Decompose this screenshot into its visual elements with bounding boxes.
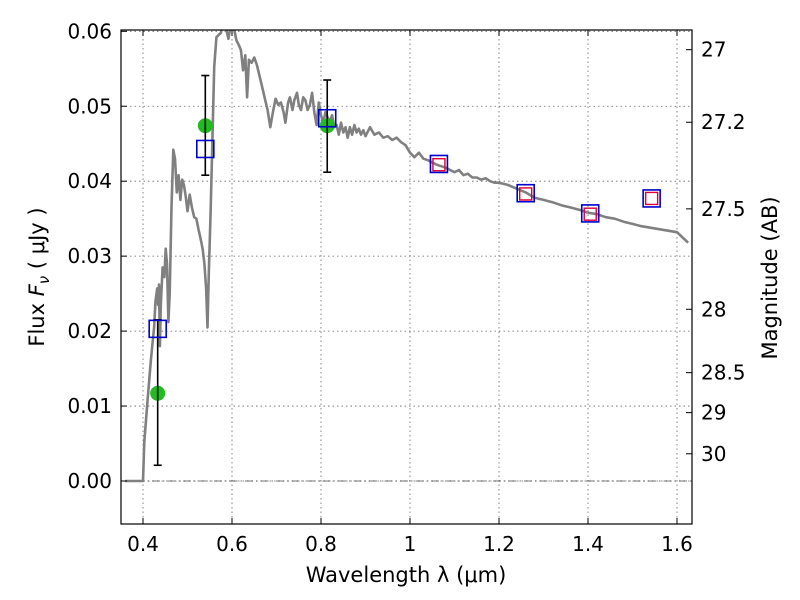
right-tick-label: 27.2 — [701, 110, 746, 134]
x-tick-label: 0.6 — [216, 532, 248, 556]
y-tick-label: 0.04 — [67, 169, 112, 193]
model-flux-square — [516, 183, 536, 203]
sed-model-line — [125, 30, 689, 483]
y-axis-ticks: 0.00 0.01 0.02 0.03 0.04 0.05 0.06 — [67, 19, 127, 493]
observed-ir-square — [583, 207, 597, 221]
y-axis-label-prefix: Flux — [25, 296, 49, 346]
y-tick-label: 0.03 — [67, 244, 112, 268]
y-axis-label: Flux Fν ( μJy ) — [25, 207, 53, 346]
right-tick-label: 29 — [701, 401, 726, 425]
model-flux-square — [148, 319, 167, 339]
plot-frame — [120, 29, 693, 525]
right-tick-label: 28 — [701, 297, 726, 321]
x-tick-label: 0.8 — [305, 532, 337, 556]
y-tick-label: 0.00 — [67, 469, 112, 493]
y-tick-label: 0.06 — [67, 19, 112, 43]
right-axis-label: Magnitude (AB) — [758, 196, 782, 359]
data-series — [125, 30, 689, 483]
grid — [121, 30, 692, 524]
y-tick-label: 0.02 — [67, 319, 112, 343]
y-tick-label: 0.05 — [67, 94, 112, 118]
right-tick-label: 27.5 — [701, 197, 746, 221]
model-flux-square — [642, 189, 661, 208]
y-axis-label-suffix: ( μJy ) — [25, 207, 49, 275]
model-flux-square — [196, 139, 215, 159]
y-axis-label-symbol: F — [25, 283, 49, 296]
model-flux-square — [317, 108, 337, 128]
x-tick-label: 1.4 — [572, 532, 604, 556]
model-flux-square — [580, 204, 600, 223]
y-axis-label-subscript: ν — [35, 276, 53, 284]
x-tick-label: 0.4 — [127, 532, 159, 556]
right-axis-ticks: 27 27.2 27.5 28 28.5 29 30 — [686, 38, 746, 466]
x-axis-label: Wavelength λ (μm) — [306, 563, 507, 587]
y-tick-label: 0.01 — [67, 394, 112, 418]
observed-ir-square — [432, 158, 446, 172]
observed-ir-square — [519, 187, 533, 201]
right-tick-label: 30 — [701, 442, 726, 466]
right-tick-label: 27 — [701, 38, 726, 62]
x-tick-label: 1.2 — [483, 532, 515, 556]
x-axis-ticks: 0.4 0.6 0.8 1 1.2 1.4 1.6 — [127, 30, 693, 556]
observed-ir-square — [644, 191, 659, 206]
x-tick-label: 1.6 — [661, 532, 693, 556]
x-tick-label: 1 — [404, 532, 417, 556]
right-tick-label: 28.5 — [701, 361, 746, 385]
model-flux-square — [429, 154, 449, 174]
